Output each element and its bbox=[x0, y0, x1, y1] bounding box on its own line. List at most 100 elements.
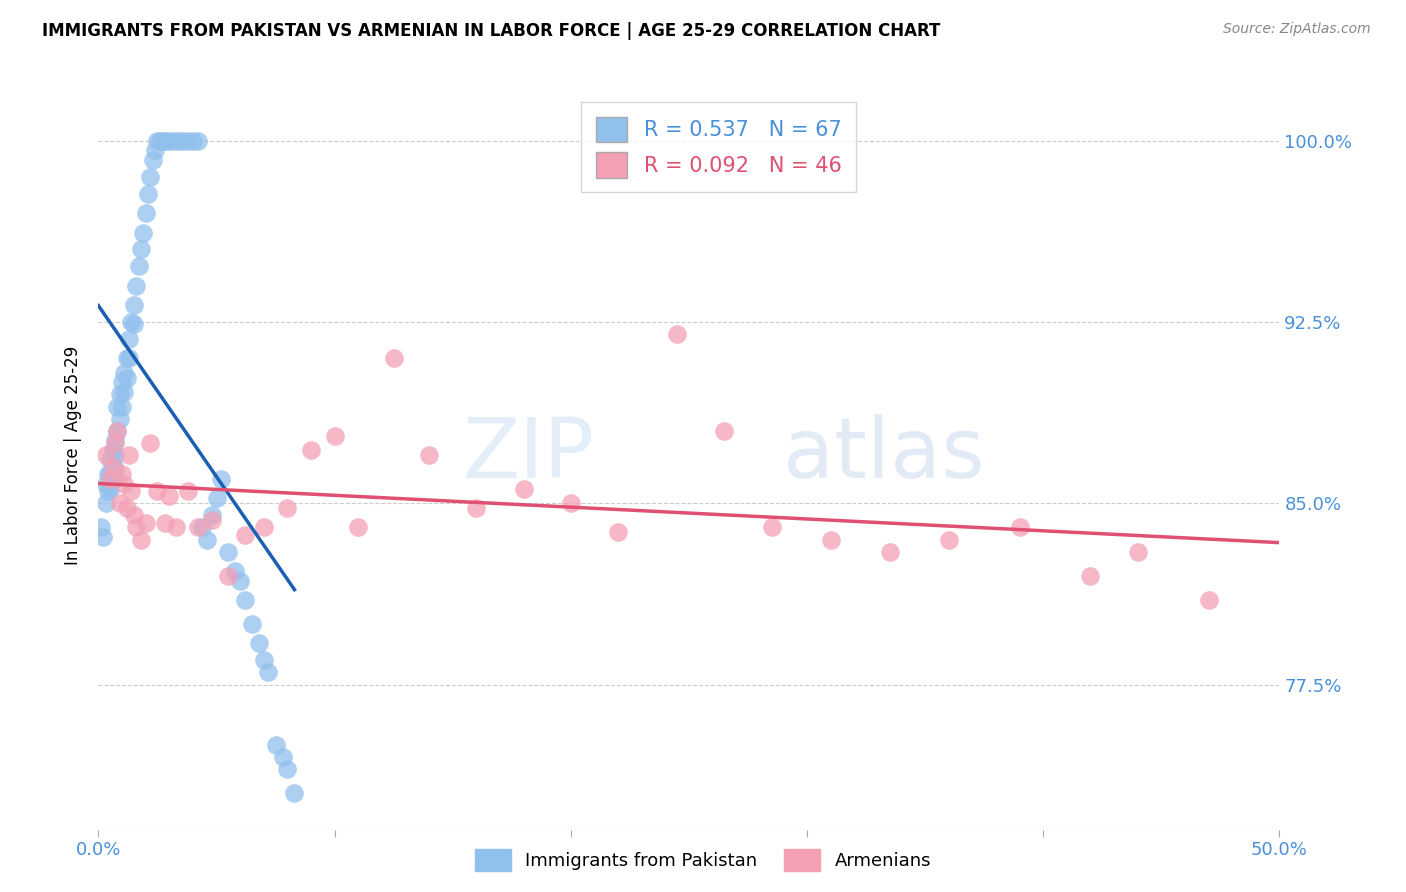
Point bbox=[264, 738, 287, 752]
Point bbox=[129, 243, 152, 257]
Point bbox=[157, 489, 180, 503]
Point bbox=[879, 544, 901, 558]
Point bbox=[97, 484, 120, 499]
Point bbox=[128, 260, 150, 274]
Point bbox=[94, 496, 117, 510]
Point bbox=[118, 351, 141, 366]
Point bbox=[560, 496, 582, 510]
Point bbox=[1198, 593, 1220, 607]
Point bbox=[125, 520, 148, 534]
Point bbox=[181, 134, 204, 148]
Point bbox=[112, 366, 135, 380]
Point bbox=[105, 424, 128, 438]
Point bbox=[195, 533, 218, 547]
Point bbox=[224, 564, 246, 578]
Point bbox=[149, 134, 172, 148]
Point bbox=[240, 617, 263, 632]
Point bbox=[105, 424, 128, 438]
Point bbox=[150, 134, 173, 148]
Point bbox=[382, 351, 405, 366]
Point bbox=[205, 491, 228, 506]
Point bbox=[177, 134, 200, 148]
Point bbox=[135, 206, 157, 220]
Point bbox=[101, 458, 124, 472]
Point bbox=[90, 520, 112, 534]
Point bbox=[177, 484, 200, 499]
Point bbox=[1080, 568, 1102, 582]
Point bbox=[94, 477, 117, 491]
Point bbox=[142, 153, 165, 167]
Point bbox=[111, 467, 134, 482]
Point bbox=[271, 750, 294, 764]
Point bbox=[101, 472, 124, 486]
Text: IMMIGRANTS FROM PAKISTAN VS ARMENIAN IN LABOR FORCE | AGE 25-29 CORRELATION CHAR: IMMIGRANTS FROM PAKISTAN VS ARMENIAN IN … bbox=[42, 22, 941, 40]
Point bbox=[347, 520, 370, 534]
Point bbox=[121, 315, 143, 329]
Point bbox=[247, 636, 270, 650]
Point bbox=[820, 533, 842, 547]
Point bbox=[101, 460, 124, 475]
Point bbox=[139, 169, 162, 184]
Point bbox=[167, 134, 190, 148]
Point bbox=[108, 411, 131, 425]
Point bbox=[1126, 544, 1149, 558]
Point bbox=[157, 134, 180, 148]
Point bbox=[98, 482, 121, 496]
Point bbox=[146, 484, 169, 499]
Point bbox=[125, 278, 148, 293]
Point bbox=[229, 574, 252, 588]
Legend: Immigrants from Pakistan, Armenians: Immigrants from Pakistan, Armenians bbox=[467, 842, 939, 879]
Point bbox=[172, 134, 194, 148]
Y-axis label: In Labor Force | Age 25-29: In Labor Force | Age 25-29 bbox=[65, 345, 83, 565]
Point bbox=[257, 665, 280, 680]
Point bbox=[135, 516, 157, 530]
Point bbox=[97, 467, 120, 482]
Point bbox=[122, 318, 145, 332]
Point bbox=[299, 443, 322, 458]
Point bbox=[98, 472, 121, 486]
Point bbox=[98, 452, 121, 467]
Point bbox=[136, 186, 159, 201]
Point bbox=[118, 332, 141, 346]
Point bbox=[115, 501, 138, 516]
Point bbox=[418, 448, 440, 462]
Point bbox=[104, 434, 127, 448]
Point bbox=[104, 448, 127, 462]
Point bbox=[98, 467, 121, 482]
Point bbox=[139, 435, 162, 450]
Text: ZIP: ZIP bbox=[463, 415, 595, 495]
Point bbox=[253, 653, 276, 667]
Point bbox=[115, 370, 138, 384]
Point bbox=[94, 448, 117, 462]
Point bbox=[132, 226, 155, 240]
Point bbox=[253, 520, 276, 534]
Point bbox=[108, 496, 131, 510]
Point bbox=[938, 533, 960, 547]
Point bbox=[187, 520, 209, 534]
Point bbox=[143, 144, 166, 158]
Point bbox=[201, 513, 224, 527]
Point bbox=[122, 508, 145, 523]
Text: atlas: atlas bbox=[783, 415, 986, 495]
Point bbox=[146, 134, 169, 148]
Point bbox=[713, 424, 735, 438]
Point bbox=[111, 400, 134, 414]
Point bbox=[153, 134, 176, 148]
Point bbox=[276, 501, 298, 516]
Point bbox=[111, 376, 134, 390]
Point bbox=[761, 520, 783, 534]
Point bbox=[666, 327, 689, 342]
Point bbox=[112, 477, 135, 491]
Point bbox=[201, 508, 224, 523]
Point bbox=[209, 472, 232, 486]
Point bbox=[233, 593, 256, 607]
Point bbox=[153, 516, 176, 530]
Point bbox=[129, 533, 152, 547]
Point bbox=[104, 435, 127, 450]
Point bbox=[465, 501, 488, 516]
Point bbox=[104, 462, 127, 476]
Point bbox=[122, 298, 145, 312]
Point bbox=[233, 527, 256, 541]
Point bbox=[217, 568, 239, 582]
Legend: R = 0.537   N = 67, R = 0.092   N = 46: R = 0.537 N = 67, R = 0.092 N = 46 bbox=[581, 102, 856, 193]
